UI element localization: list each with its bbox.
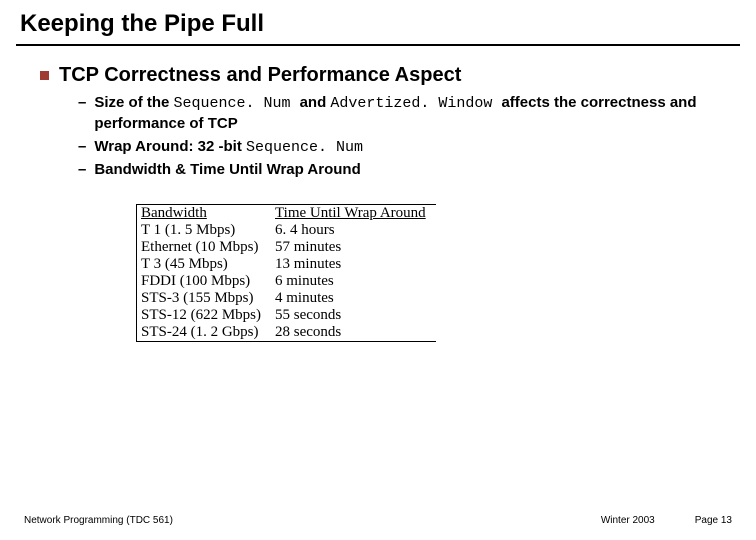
table-cell: T 3 (45 Mbps): [137, 256, 272, 273]
code-segment: Sequence. Num: [174, 95, 300, 112]
wrap-around-table: Bandwidth Time Until Wrap Around T 1 (1.…: [136, 204, 436, 342]
table-row: STS-3 (155 Mbps)4 minutes: [137, 290, 436, 307]
content-area: TCP Correctness and Performance Aspect –…: [0, 64, 756, 342]
code-segment: Advertized. Window: [330, 95, 501, 112]
table-cell: 57 minutes: [271, 239, 436, 256]
table-header: Bandwidth: [137, 205, 272, 223]
footer-term: Winter 2003: [601, 515, 655, 526]
table-cell: STS-24 (1. 2 Gbps): [137, 324, 272, 342]
bullet-text: Bandwidth & Time Until Wrap Around: [94, 160, 360, 180]
table-row: T 1 (1. 5 Mbps)6. 4 hours: [137, 222, 436, 239]
table-row: Ethernet (10 Mbps)57 minutes: [137, 239, 436, 256]
dash-icon: –: [78, 137, 86, 157]
section-heading-row: TCP Correctness and Performance Aspect: [40, 64, 716, 87]
table-cell: T 1 (1. 5 Mbps): [137, 222, 272, 239]
table-cell: FDDI (100 Mbps): [137, 273, 272, 290]
table-cell: STS-12 (622 Mbps): [137, 307, 272, 324]
table-cell: 28 seconds: [271, 324, 436, 342]
table-cell: 6 minutes: [271, 273, 436, 290]
bullet-text: Size of the Sequence. Num and Advertized…: [94, 93, 716, 135]
footer-page: Page 13: [695, 515, 732, 526]
bullet-text: Wrap Around: 32 -bit Sequence. Num: [94, 137, 363, 158]
slide-footer: Network Programming (TDC 561) Winter 200…: [0, 515, 756, 526]
text-segment: and: [300, 94, 331, 111]
section-heading: TCP Correctness and Performance Aspect: [59, 64, 461, 87]
footer-left: Network Programming (TDC 561): [24, 515, 173, 526]
text-segment: Size of the: [94, 94, 173, 111]
list-item: – Wrap Around: 32 -bit Sequence. Num: [78, 137, 716, 158]
table-cell: 6. 4 hours: [271, 222, 436, 239]
table-row: FDDI (100 Mbps)6 minutes: [137, 273, 436, 290]
slide-title: Keeping the Pipe Full: [20, 10, 736, 38]
list-item: – Bandwidth & Time Until Wrap Around: [78, 160, 716, 180]
dash-icon: –: [78, 93, 86, 113]
dash-icon: –: [78, 160, 86, 180]
table-row: T 3 (45 Mbps)13 minutes: [137, 256, 436, 273]
title-rule: [16, 44, 740, 46]
text-segment: Wrap Around: 32 -bit: [94, 138, 246, 155]
title-area: Keeping the Pipe Full: [0, 0, 756, 42]
table-cell: 13 minutes: [271, 256, 436, 273]
square-bullet-icon: [40, 71, 49, 80]
list-item: – Size of the Sequence. Num and Advertiz…: [78, 93, 716, 135]
footer-right-group: Winter 2003 Page 13: [601, 515, 732, 526]
table-row: STS-24 (1. 2 Gbps)28 seconds: [137, 324, 436, 342]
table-cell: Ethernet (10 Mbps): [137, 239, 272, 256]
table-cell: 4 minutes: [271, 290, 436, 307]
text-segment: Bandwidth & Time Until Wrap Around: [94, 161, 360, 178]
sub-bullet-list: – Size of the Sequence. Num and Advertiz…: [78, 93, 716, 180]
table-cell: STS-3 (155 Mbps): [137, 290, 272, 307]
table-row: STS-12 (622 Mbps)55 seconds: [137, 307, 436, 324]
table-container: Bandwidth Time Until Wrap Around T 1 (1.…: [136, 204, 716, 342]
code-segment: Sequence. Num: [246, 139, 363, 156]
table-cell: 55 seconds: [271, 307, 436, 324]
table-header-row: Bandwidth Time Until Wrap Around: [137, 205, 436, 223]
slide: Keeping the Pipe Full TCP Correctness an…: [0, 0, 756, 540]
table-header: Time Until Wrap Around: [271, 205, 436, 223]
